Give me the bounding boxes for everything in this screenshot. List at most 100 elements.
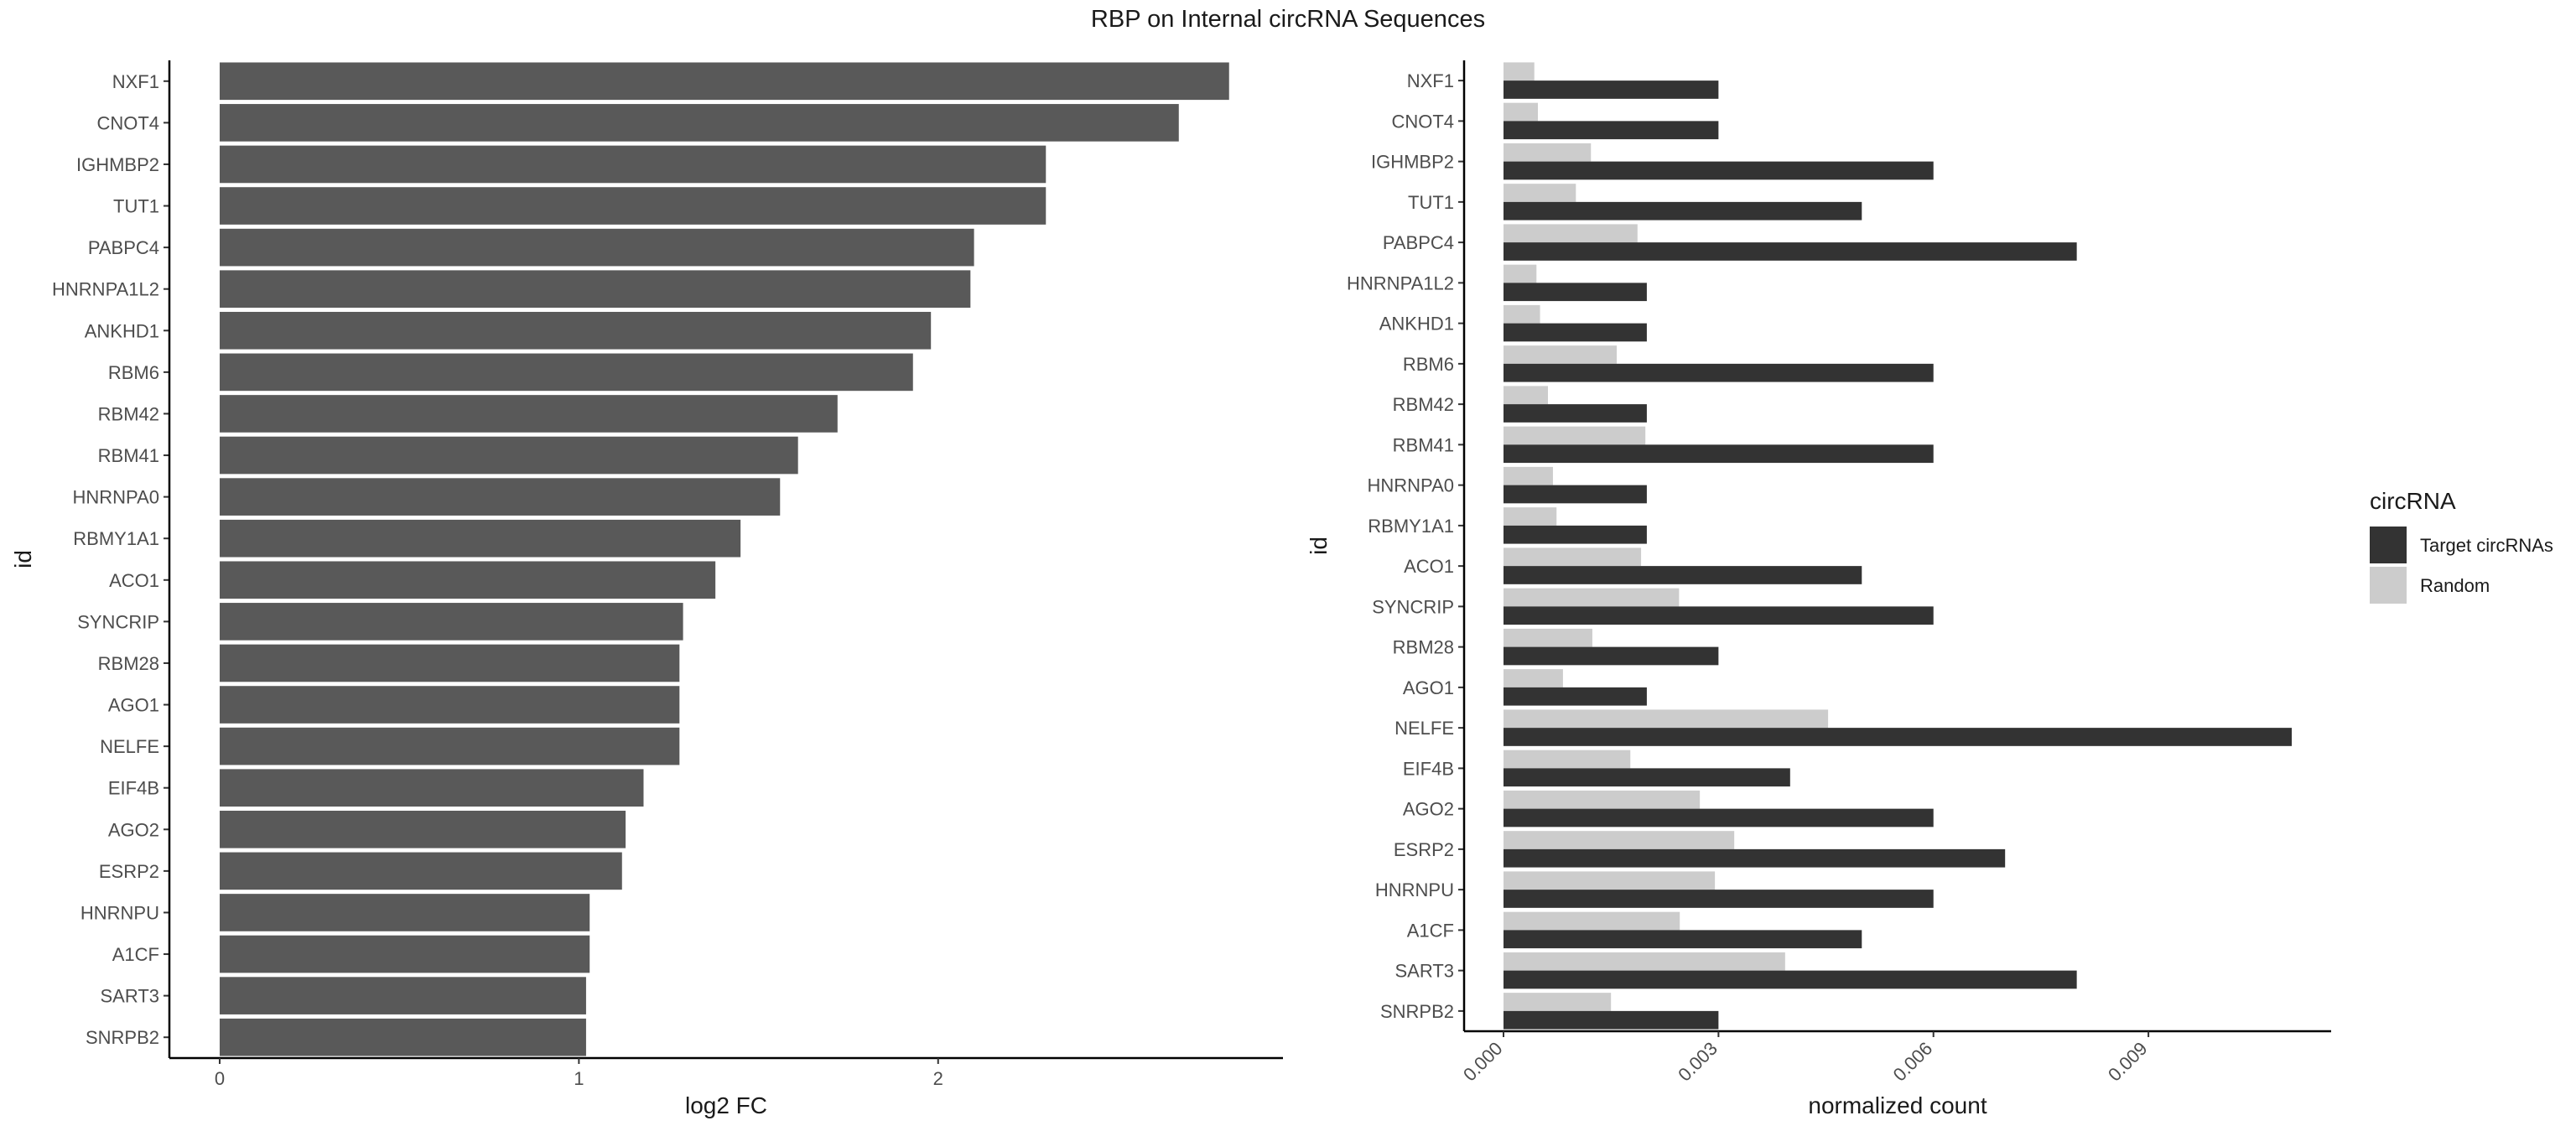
- ytick-label: HNRNPA1L2: [52, 279, 159, 300]
- ytick-label: ANKHD1: [1379, 314, 1454, 335]
- bar-target-hnrnpa1l2: [1504, 283, 1647, 302]
- ytick-label: SNRPB2: [86, 1027, 159, 1048]
- bar-random-nxf1: [1504, 62, 1535, 81]
- bar-target-eif4b: [1504, 768, 1790, 787]
- ytick-label: SART3: [100, 986, 159, 1007]
- bar-random-nelfe: [1504, 709, 1829, 729]
- bar-rbm28: [219, 644, 680, 682]
- bar-hnrnpa1l2: [219, 270, 971, 309]
- bar-pabpc4: [219, 228, 974, 267]
- ytick-label: EIF4B: [108, 778, 159, 799]
- xtick-label: 0: [215, 1068, 225, 1089]
- bar-target-pabpc4: [1504, 242, 2077, 261]
- ytick-label: RBM42: [98, 403, 159, 424]
- xtick-label: 1: [574, 1068, 584, 1089]
- bar-rbm6: [219, 353, 913, 392]
- bar-target-snrpb2: [1504, 1010, 1719, 1030]
- bar-rbmy1a1: [219, 519, 741, 558]
- ytick-label: TUT1: [113, 196, 159, 217]
- bar-target-a1cf: [1504, 930, 1862, 949]
- bar-target-cnot4: [1504, 121, 1719, 140]
- bar-rbm42: [219, 395, 838, 433]
- bar-hnrnpu: [219, 894, 590, 931]
- ytick-label: PABPC4: [88, 237, 159, 258]
- ytick-label: HNRNPU: [80, 902, 159, 923]
- ytick-label: TUT1: [1408, 192, 1454, 213]
- figure-title: RBP on Internal circRNA Sequences: [1091, 6, 1485, 33]
- bar-random-ago1: [1504, 669, 1563, 687]
- bar-random-hnrnpa0: [1504, 466, 1553, 485]
- bar-random-ighmbp2: [1504, 143, 1592, 162]
- ytick-label: RBMY1A1: [73, 528, 159, 549]
- ytick-label: RBM41: [98, 445, 159, 466]
- normalized-count-bar-chart: NXF1 CNOT4 IGHMBP2 TUT1 PABPC4 HNRNPA1L2 ANKHD…: [1306, 60, 2553, 1118]
- bar-random-aco1: [1504, 547, 1642, 567]
- bar-target-rbm6: [1504, 363, 1934, 382]
- bar-ago1: [219, 686, 680, 724]
- ytick-label: HNRNPU: [1375, 879, 1454, 900]
- legend-key: [2370, 567, 2407, 604]
- ytick-label: IGHMBP2: [1371, 152, 1454, 173]
- bar-random-a1cf: [1504, 911, 1680, 931]
- bar-rbm41: [219, 436, 798, 475]
- bar-target-hnrnpu: [1504, 890, 1934, 908]
- ytick-label: NELFE: [100, 736, 159, 757]
- ytick-label: RBM6: [108, 362, 159, 383]
- ytick-label: RBMY1A1: [1368, 516, 1454, 537]
- bar-random-tut1: [1504, 184, 1576, 202]
- ytick-label: NXF1: [112, 71, 159, 92]
- bar-nxf1: [219, 62, 1229, 101]
- ytick-label: CNOT4: [1391, 111, 1454, 132]
- legend-title: circRNA: [2370, 488, 2456, 514]
- ytick-label: HNRNPA1L2: [1347, 272, 1454, 293]
- bar-random-rbmy1a1: [1504, 507, 1557, 526]
- xtick-label: 0.000: [1459, 1038, 1507, 1086]
- bar-target-ago2: [1504, 808, 1934, 827]
- ytick-label: ACO1: [109, 570, 159, 591]
- bar-random-snrpb2: [1504, 993, 1612, 1011]
- legend-key: [2370, 527, 2407, 563]
- ytick-label: AGO2: [108, 819, 159, 840]
- bar-random-ago2: [1504, 790, 1701, 809]
- ytick-label: RBM41: [1393, 434, 1454, 455]
- bar-target-rbm41: [1504, 444, 1934, 464]
- ytick-label: HNRNPA0: [1367, 475, 1454, 496]
- bar-random-hnrnpu: [1504, 871, 1716, 890]
- bar-eif4b: [219, 769, 644, 807]
- bar-hnrnpa0: [219, 478, 781, 516]
- bar-ankhd1: [219, 311, 932, 350]
- bar-target-aco1: [1504, 566, 1862, 584]
- ytick-label: IGHMBP2: [76, 154, 159, 175]
- bar-target-nelfe: [1504, 728, 2292, 746]
- bar-random-rbm41: [1504, 426, 1646, 445]
- bar-random-sart3: [1504, 952, 1785, 971]
- bar-target-ago1: [1504, 687, 1647, 706]
- log2fc-bar-chart: NXF1 CNOT4 IGHMBP2 TUT1 PABPC4 HNRNPA1L2 ANKHD…: [10, 60, 1283, 1118]
- ytick-label: RBM42: [1393, 394, 1454, 415]
- ytick-label: SART3: [1394, 961, 1454, 982]
- ytick-label: SYNCRIP: [77, 611, 159, 632]
- ytick-label: CNOT4: [96, 112, 159, 133]
- ytick-label: A1CF: [1407, 920, 1454, 941]
- x-axis-title: log2 FC: [685, 1092, 767, 1118]
- ytick-label: RBM28: [1393, 637, 1454, 658]
- bar-random-syncrip: [1504, 588, 1680, 607]
- ytick-label: ESRP2: [1394, 839, 1454, 860]
- legend-label: Random: [2420, 575, 2490, 596]
- bar-target-ankhd1: [1504, 323, 1647, 342]
- bar-tut1: [219, 187, 1046, 225]
- ytick-label: NXF1: [1407, 70, 1454, 91]
- bar-ighmbp2: [219, 145, 1046, 184]
- y-axis-title: id: [1306, 537, 1332, 555]
- bar-cnot4: [219, 104, 1179, 142]
- bar-random-ankhd1: [1504, 304, 1540, 324]
- x-axis-title: normalized count: [1808, 1092, 1987, 1118]
- ytick-label: SYNCRIP: [1372, 596, 1454, 617]
- bar-target-hnrnpa0: [1504, 485, 1647, 504]
- bar-sart3: [219, 977, 586, 1014]
- bar-target-esrp2: [1504, 848, 2006, 868]
- bar-snrpb2: [219, 1018, 586, 1056]
- bar-a1cf: [219, 935, 590, 973]
- xtick-label: 0.006: [1889, 1038, 1937, 1086]
